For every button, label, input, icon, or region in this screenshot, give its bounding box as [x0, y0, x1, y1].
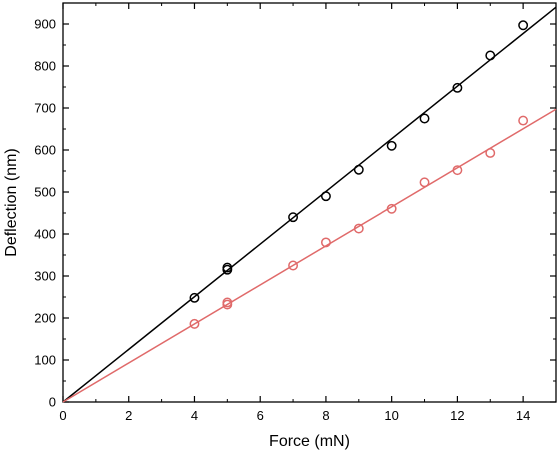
y-tick-label: 300: [34, 269, 56, 284]
x-axis-label: Force (mN): [269, 433, 350, 450]
series-2-point: [320, 237, 331, 248]
series-2-point: [386, 203, 397, 214]
y-tick-label: 900: [34, 17, 56, 32]
series-1-point: [419, 113, 430, 124]
series-2-point: [518, 115, 529, 126]
y-tick-label: 500: [34, 185, 56, 200]
x-tick-label: 14: [516, 408, 530, 423]
series-2-point: [452, 165, 463, 176]
x-tick-label: 2: [125, 408, 132, 423]
y-axis-ticks: 0 100 200 300 400 500 600 700 800 900: [34, 2, 556, 410]
y-tick-label: 800: [34, 59, 56, 74]
series-1-point: [222, 264, 233, 275]
series-2: [62, 108, 557, 403]
x-tick-label: 12: [450, 408, 464, 423]
series-2-point: [485, 147, 496, 158]
series-1-point: [320, 191, 331, 202]
series-2-point: [288, 260, 299, 271]
series-1-fit-line: [62, 6, 557, 403]
series-1-point: [518, 20, 529, 31]
x-tick-label: 8: [322, 408, 329, 423]
series-layer: [62, 6, 557, 403]
x-tick-label: 6: [257, 408, 264, 423]
y-tick-label: 700: [34, 101, 56, 116]
series-2-point: [419, 177, 430, 188]
x-tick-label: 10: [384, 408, 398, 423]
series-1-point: [452, 82, 463, 93]
series-2-point: [189, 318, 200, 329]
plot-area-border: [62, 2, 557, 403]
series-1: [62, 6, 557, 403]
series-1-point: [386, 140, 397, 151]
plot-frame: [62, 2, 557, 403]
series-1-point: [485, 50, 496, 61]
y-tick-label: 100: [34, 353, 56, 368]
y-tick-label: 400: [34, 227, 56, 242]
series-2-point: [353, 223, 364, 234]
series-1-point: [288, 212, 299, 223]
y-tick-label: 600: [34, 143, 56, 158]
series-2-fit-line: [62, 108, 557, 403]
y-tick-label: 200: [34, 311, 56, 326]
series-1-point: [189, 292, 200, 303]
y-tick-label: 0: [49, 395, 56, 410]
series-1-point: [353, 164, 364, 175]
x-axis-ticks: 0 2 4 6 8 10 12 14: [59, 3, 557, 423]
x-tick-label: 0: [59, 408, 66, 423]
y-axis-label: Deflection (nm): [3, 148, 20, 256]
x-tick-label: 4: [191, 408, 198, 423]
series-2-point: [222, 299, 233, 310]
